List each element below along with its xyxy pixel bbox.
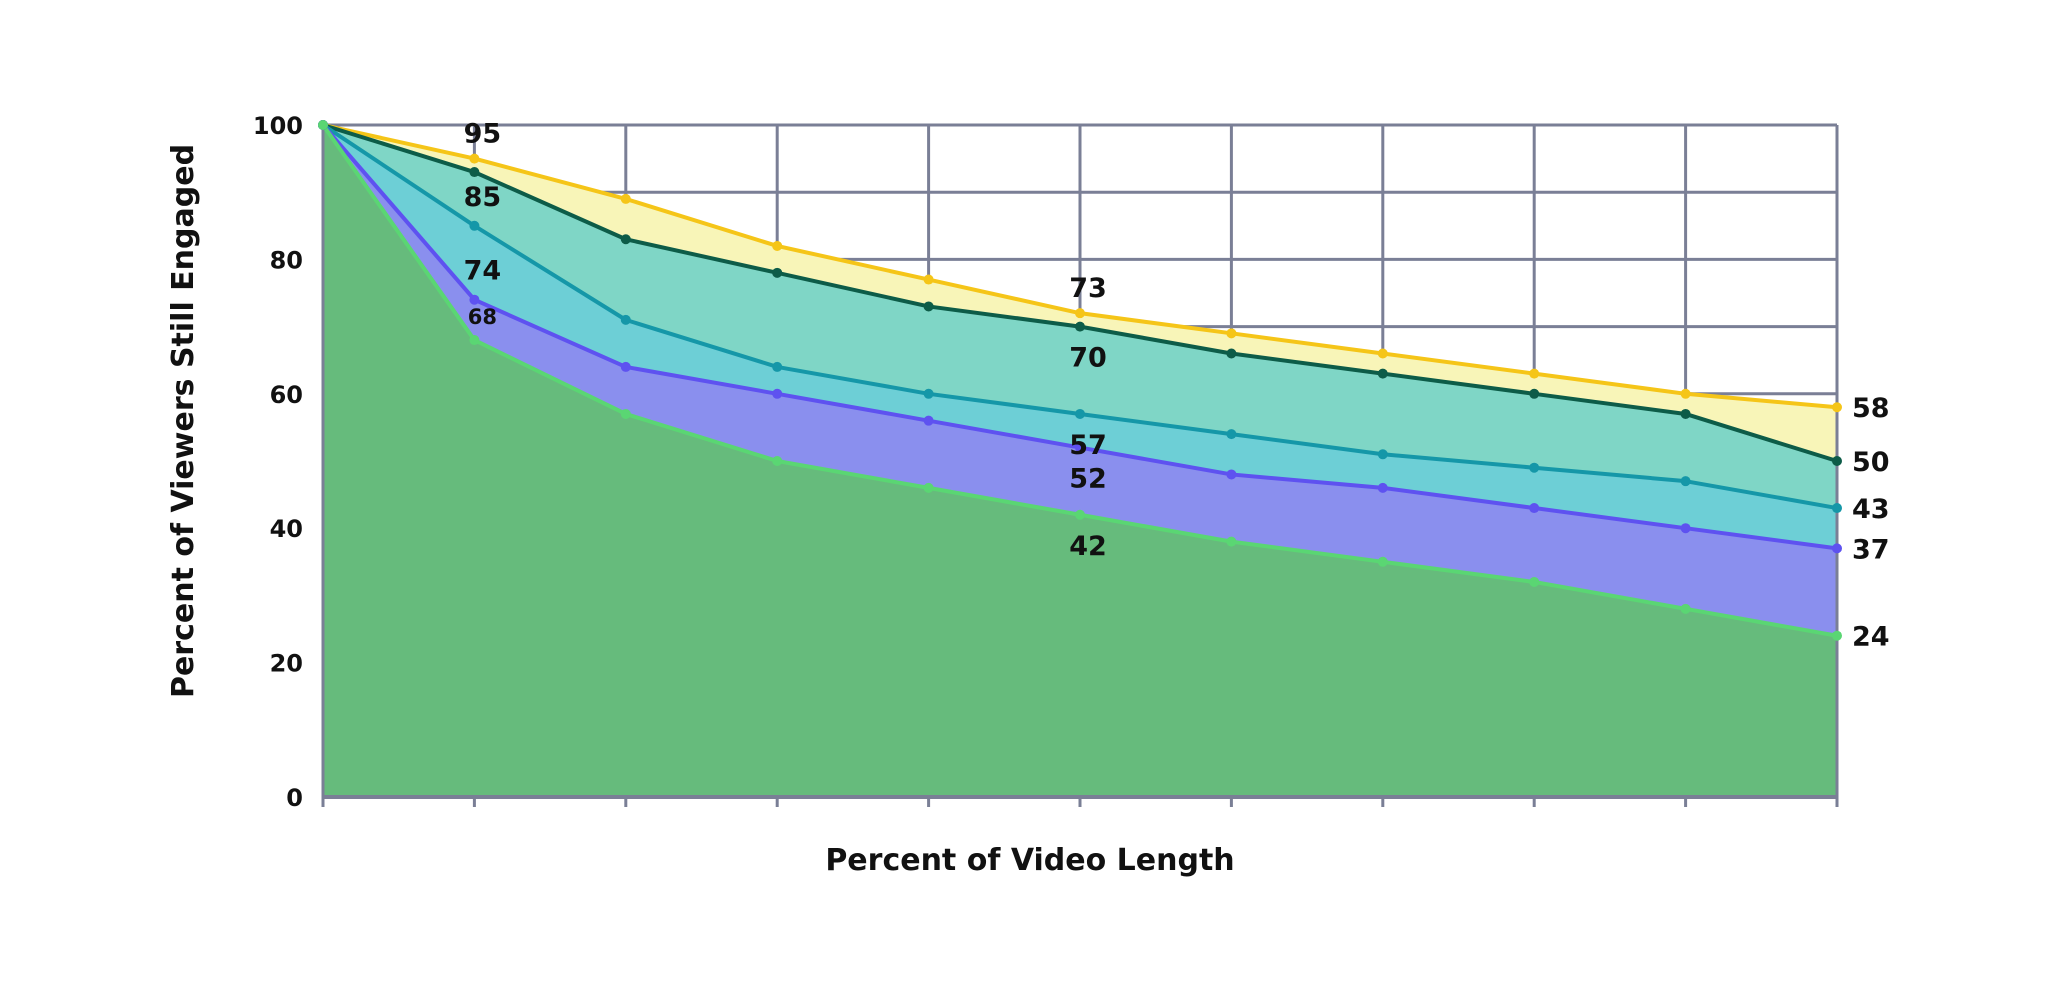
y-tick-label: 20 bbox=[270, 650, 303, 678]
y-tick-label: 80 bbox=[270, 246, 303, 274]
series-3-point bbox=[1377, 449, 1388, 460]
series-5-point bbox=[318, 120, 328, 130]
data-label: 74 bbox=[464, 256, 502, 287]
series-5-area bbox=[323, 125, 1837, 797]
series-1-point bbox=[1529, 368, 1540, 379]
series-5-point bbox=[923, 482, 934, 493]
series-2-point bbox=[1075, 321, 1085, 332]
series-2-point bbox=[772, 267, 783, 278]
axes bbox=[321, 125, 1839, 807]
data-label: 58 bbox=[1852, 393, 1890, 424]
data-label: 42 bbox=[1069, 531, 1107, 562]
series-4-point bbox=[1075, 442, 1085, 453]
series-1-point bbox=[772, 240, 783, 251]
series-5-point bbox=[772, 456, 783, 466]
series-1-point bbox=[1832, 402, 1842, 413]
series-1-point bbox=[1377, 348, 1388, 359]
series-2-point bbox=[1226, 348, 1237, 359]
series-5-point bbox=[469, 335, 480, 346]
series-1-point bbox=[469, 153, 480, 164]
series-3-point bbox=[1832, 503, 1842, 514]
series-4-point bbox=[1680, 523, 1691, 534]
data-label: 50 bbox=[1852, 447, 1890, 478]
series-4-point bbox=[469, 294, 480, 305]
series-5-point bbox=[1680, 603, 1691, 614]
series-2-point bbox=[620, 234, 631, 245]
y-tick-label: 40 bbox=[270, 515, 303, 543]
data-label: 52 bbox=[1069, 464, 1107, 495]
series-4-point bbox=[923, 415, 934, 426]
series-5-point bbox=[1226, 536, 1237, 547]
y-tick-label: 0 bbox=[286, 784, 303, 812]
data-label: 37 bbox=[1852, 534, 1890, 565]
data-label: 73 bbox=[1069, 273, 1107, 304]
y-tick-label: 100 bbox=[253, 112, 303, 140]
series-4-point bbox=[1377, 482, 1388, 493]
series-3-point bbox=[1075, 408, 1085, 419]
series-3-point bbox=[1226, 429, 1237, 440]
series-2-point bbox=[469, 167, 480, 178]
series-3-point bbox=[923, 388, 934, 399]
series-3-point bbox=[1529, 462, 1540, 473]
series-3-point bbox=[1680, 476, 1691, 487]
series-2-point bbox=[1377, 368, 1388, 379]
series-5-point bbox=[1832, 630, 1842, 641]
series-2-point bbox=[923, 301, 934, 312]
data-label: 57 bbox=[1069, 430, 1107, 461]
series-3-point bbox=[469, 220, 480, 231]
series-2-point bbox=[1832, 456, 1842, 466]
series-3-point bbox=[772, 361, 783, 372]
series-1-point bbox=[620, 193, 631, 204]
series-4-point bbox=[1226, 469, 1237, 480]
data-label: 85 bbox=[464, 182, 502, 213]
series-1-point bbox=[1226, 328, 1237, 339]
series-2-point bbox=[1529, 388, 1540, 399]
series-5-point bbox=[620, 408, 631, 419]
series-1-point bbox=[1680, 388, 1691, 399]
y-tick-label: 60 bbox=[270, 381, 303, 409]
series-1-point bbox=[1075, 308, 1085, 319]
series-4-point bbox=[1832, 543, 1842, 554]
series-2-point bbox=[1680, 408, 1691, 419]
area-fills bbox=[323, 125, 1837, 797]
series-5-point bbox=[1075, 509, 1085, 520]
data-label: 70 bbox=[1069, 343, 1107, 374]
y-tick-labels: 0 20 40 60 80 100 bbox=[253, 112, 303, 812]
series-4-point bbox=[1529, 503, 1540, 514]
series-4-point bbox=[772, 388, 783, 399]
series-5-point bbox=[1377, 556, 1388, 567]
series-3-point bbox=[620, 314, 631, 325]
data-label: 43 bbox=[1852, 494, 1890, 525]
series-4-point bbox=[620, 361, 631, 372]
data-label: 95 bbox=[464, 119, 502, 150]
y-axis-title: Percent of Viewers Still Engaged bbox=[166, 144, 201, 698]
data-label: 68 bbox=[468, 305, 497, 329]
x-axis-title: Percent of Video Length bbox=[825, 843, 1234, 878]
data-label: 24 bbox=[1852, 622, 1890, 653]
data-points bbox=[318, 120, 1842, 641]
series-1-point bbox=[923, 274, 934, 285]
series-5-point bbox=[1529, 576, 1540, 587]
